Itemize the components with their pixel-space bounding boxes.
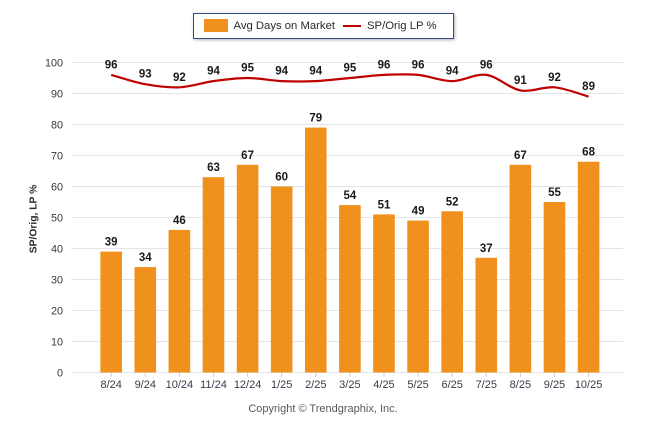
svg-text:60: 60 <box>51 182 63 194</box>
svg-text:89: 89 <box>582 81 595 93</box>
svg-text:20: 20 <box>51 306 63 318</box>
svg-text:30: 30 <box>51 275 63 287</box>
svg-text:91: 91 <box>514 75 527 87</box>
svg-text:90: 90 <box>51 89 63 101</box>
svg-text:6/25: 6/25 <box>441 379 462 391</box>
svg-text:95: 95 <box>241 63 254 75</box>
svg-text:67: 67 <box>514 150 527 162</box>
svg-text:68: 68 <box>582 147 595 159</box>
svg-text:60: 60 <box>275 172 288 184</box>
svg-text:94: 94 <box>446 66 459 78</box>
svg-text:96: 96 <box>480 59 493 71</box>
svg-text:9/25: 9/25 <box>544 379 565 391</box>
svg-text:96: 96 <box>412 59 425 71</box>
svg-text:92: 92 <box>548 72 561 84</box>
svg-text:39: 39 <box>105 237 118 249</box>
svg-text:10: 10 <box>51 337 63 349</box>
svg-text:37: 37 <box>480 243 493 255</box>
svg-text:51: 51 <box>378 199 391 211</box>
svg-text:10/24: 10/24 <box>166 379 194 391</box>
svg-text:0: 0 <box>57 368 63 380</box>
svg-text:49: 49 <box>412 206 425 218</box>
svg-text:8/24: 8/24 <box>100 379 121 391</box>
svg-text:10/25: 10/25 <box>575 379 603 391</box>
svg-text:1/25: 1/25 <box>271 379 292 391</box>
svg-text:4/25: 4/25 <box>373 379 394 391</box>
svg-text:94: 94 <box>207 66 220 78</box>
svg-text:79: 79 <box>309 113 322 125</box>
svg-text:54: 54 <box>343 190 356 202</box>
svg-text:93: 93 <box>139 69 152 81</box>
svg-text:92: 92 <box>173 72 186 84</box>
svg-text:12/24: 12/24 <box>234 379 262 391</box>
svg-text:50: 50 <box>51 213 63 225</box>
svg-text:100: 100 <box>45 58 63 70</box>
svg-text:80: 80 <box>51 120 63 132</box>
svg-text:96: 96 <box>105 59 118 71</box>
svg-text:2/25: 2/25 <box>305 379 326 391</box>
svg-text:94: 94 <box>309 66 322 78</box>
svg-text:94: 94 <box>275 66 288 78</box>
svg-text:40: 40 <box>51 244 63 256</box>
svg-text:3/25: 3/25 <box>339 379 360 391</box>
svg-text:63: 63 <box>207 162 220 174</box>
svg-text:11/24: 11/24 <box>200 379 227 391</box>
svg-text:96: 96 <box>378 59 391 71</box>
svg-text:8/25: 8/25 <box>510 379 531 391</box>
svg-text:52: 52 <box>446 196 459 208</box>
svg-text:7/25: 7/25 <box>476 379 497 391</box>
svg-text:5/25: 5/25 <box>407 379 428 391</box>
svg-text:70: 70 <box>51 151 63 163</box>
svg-text:9/24: 9/24 <box>135 379 156 391</box>
svg-text:34: 34 <box>139 252 152 264</box>
svg-text:55: 55 <box>548 187 561 199</box>
svg-text:95: 95 <box>343 63 356 75</box>
svg-text:46: 46 <box>173 215 186 227</box>
svg-text:67: 67 <box>241 150 254 162</box>
